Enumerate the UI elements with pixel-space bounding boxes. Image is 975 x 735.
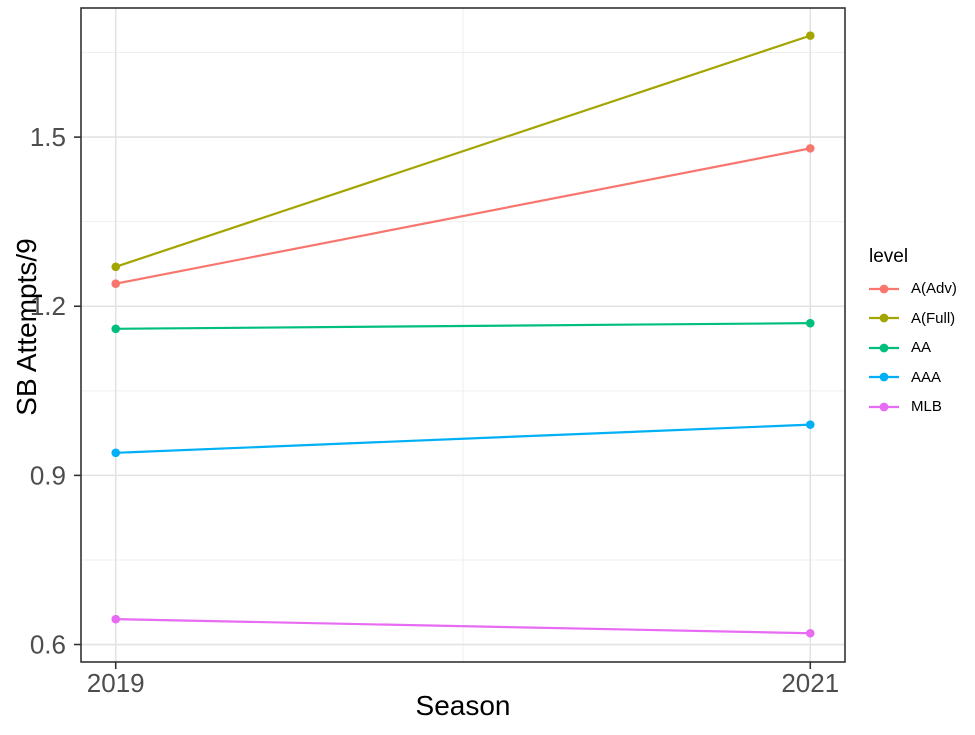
legend-key-icon <box>869 313 899 323</box>
series-point-a-full <box>805 31 815 40</box>
series-point-mlb <box>111 614 121 624</box>
legend-entry-label: AAA <box>911 368 942 386</box>
series-point-aa <box>111 324 121 334</box>
series-line-a-full <box>115 34 811 268</box>
series-line-aaa <box>115 423 811 454</box>
legend-entry-label: A(Full) <box>911 309 956 327</box>
series-point-a-adv <box>805 144 815 153</box>
series-point-mlb <box>805 628 815 638</box>
legend-key-icon <box>869 284 899 294</box>
legend-entry-a-adv: A(Adv) <box>869 274 957 304</box>
legend-entries: A(Adv) A(Full) AA AAA MLB <box>869 274 957 422</box>
legend-entry-aaa: AAA <box>869 362 957 392</box>
y-tick-label: 1.2 <box>30 291 66 321</box>
legend-key-icon <box>869 343 899 353</box>
series-point-aaa <box>111 448 121 458</box>
x-tick-label: 2021 <box>781 668 839 698</box>
legend-entry-mlb: MLB <box>869 392 957 422</box>
panel-border <box>80 7 846 663</box>
y-axis-title: SB Attempts/9 <box>11 238 42 416</box>
legend-title: level <box>869 246 909 267</box>
y-tick-label: 0.9 <box>30 460 66 490</box>
series-line-aa <box>115 322 811 330</box>
series-point-a-adv <box>111 279 121 288</box>
series-point-a-full <box>111 262 121 272</box>
legend: level A(Adv) A(Full) AA AAA MLB <box>869 246 957 422</box>
legend-entry-aa: AA <box>869 333 957 363</box>
series-line-a-adv <box>115 147 811 285</box>
legend-entry-label: AA <box>911 339 932 357</box>
y-tick-label: 1.5 <box>30 122 66 152</box>
series-line-mlb <box>115 618 811 635</box>
legend-key-icon <box>869 402 899 412</box>
x-axis-title: Season <box>415 690 511 721</box>
legend-entry-a-full: A(Full) <box>869 303 957 333</box>
x-tick-label: 2019 <box>87 668 145 698</box>
y-tick-label: 0.6 <box>30 630 66 660</box>
series-point-aaa <box>805 420 815 429</box>
legend-key-icon <box>869 372 899 382</box>
legend-entry-label: MLB <box>911 398 942 416</box>
series-point-aa <box>805 318 815 328</box>
legend-entry-label: A(Adv) <box>911 280 957 298</box>
